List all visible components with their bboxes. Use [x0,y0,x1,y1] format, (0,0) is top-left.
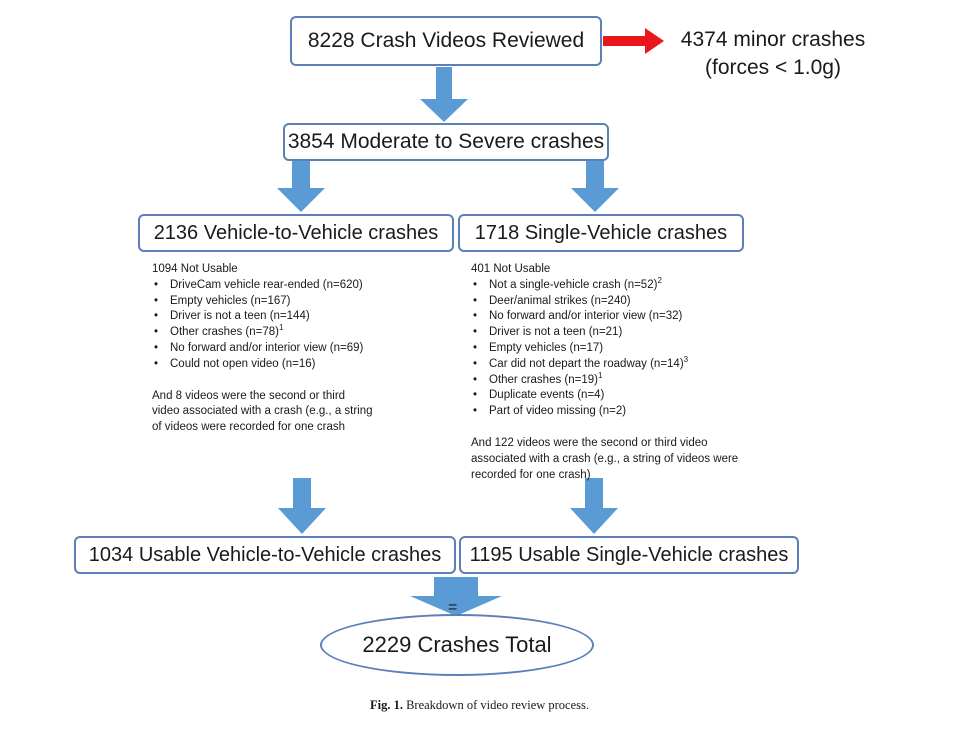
single-footer-line: And 122 videos were the second or third … [471,436,708,449]
list-item: Part of video missing (n=2) [471,404,781,420]
box-single-vehicle: 1718 Single-Vehicle crashes [458,214,744,252]
box-single-vehicle-label: 1718 Single-Vehicle crashes [474,221,728,244]
v2v-exclusions: 1094 Not Usable DriveCam vehicle rear-en… [152,262,452,436]
single-exclusions-heading: 401 Not Usable [471,263,551,275]
box-usable-single-vehicle-label: 1195 Usable Single-Vehicle crashes [469,543,789,566]
footnote-marker: 1 [597,370,603,380]
box-usable-vehicle-to-vehicle: 1034 Usable Vehicle-to-Vehicle crashes [74,536,456,574]
box-usable-vehicle-to-vehicle-label: 1034 Usable Vehicle-to-Vehicle crashes [88,543,442,566]
v2v-footer-line: And 8 videos were the second or third [152,389,346,402]
arrow-moderate-to-single [571,159,619,212]
arrow-merge-to-total [410,577,502,616]
arrow-reviewed-to-moderate [420,67,468,122]
equals-sign: = [448,599,458,616]
list-item: Empty vehicles (n=17) [471,341,781,357]
box-videos-reviewed: 8228 Crash Videos Reviewed [290,16,602,66]
minor-crashes-line1: 4374 minor crashes [680,28,866,51]
list-item: Not a single-vehicle crash (n=52)2 [471,275,781,294]
v2v-footer-line: video associated with a crash (e.g., a s… [152,405,373,418]
ellipse-crashes-total: 2229 Crashes Total [320,614,594,676]
footnote-marker: 3 [683,354,689,364]
single-exclusions: 401 Not Usable Not a single-vehicle cras… [471,262,781,483]
arrow-moderate-to-v2v [277,159,325,212]
v2v-exclusions-heading: 1094 Not Usable [152,263,238,275]
footnote-marker: 1 [278,323,284,333]
list-item: Driver is not a teen (n=21) [471,325,781,341]
box-moderate-severe: 3854 Moderate to Severe crashes [283,123,609,161]
box-vehicle-to-vehicle-label: 2136 Vehicle-to-Vehicle crashes [153,221,439,244]
list-item: Empty vehicles (n=167) [152,294,452,310]
box-usable-single-vehicle: 1195 Usable Single-Vehicle crashes [459,536,799,574]
footnote-marker: 2 [657,275,662,285]
figure-caption: Fig. 1. Breakdown of video review proces… [0,698,959,713]
list-item: DriveCam vehicle rear-ended (n=620) [152,278,452,294]
box-moderate-severe-label: 3854 Moderate to Severe crashes [287,130,605,153]
list-item: Driver is not a teen (n=144) [152,309,452,325]
list-item: Duplicate events (n=4) [471,388,781,404]
crashes-total-label: 2229 Crashes Total [362,632,552,657]
single-footer-line: recorded for one crash) [471,468,591,481]
caption-label: Fig. 1. [369,698,403,712]
single-footer-line: associated with a crash (e.g., a string … [471,452,739,465]
arrow-to-minor [603,28,664,54]
list-item: Deer/animal strikes (n=240) [471,294,781,310]
list-item: Could not open video (n=16) [152,357,452,373]
list-item: Other crashes (n=78)1 [152,323,452,341]
minor-crashes-text: 4374 minor crashes (forces < 1.0g) [668,26,878,82]
v2v-exclusions-list: DriveCam vehicle rear-ended (n=620) Empt… [152,278,452,373]
single-exclusions-list: Not a single-vehicle crash (n=52)2 Deer/… [471,275,781,420]
caption-text: Breakdown of video review process. [406,698,590,712]
arrow-v2v-to-usable [278,478,326,534]
list-item: No forward and/or interior view (n=69) [152,341,452,357]
v2v-footer-line: of videos were recorded for one crash [152,421,346,434]
list-item: Other crashes (n=19)1 [471,370,781,389]
arrow-single-to-usable [570,478,618,534]
box-videos-reviewed-label: 8228 Crash Videos Reviewed [307,29,585,52]
box-vehicle-to-vehicle: 2136 Vehicle-to-Vehicle crashes [138,214,454,252]
list-item: Car did not depart the roadway (n=14)3 [471,354,781,373]
minor-crashes-line2: (forces < 1.0g) [705,56,841,79]
list-item: No forward and/or interior view (n=32) [471,309,781,325]
